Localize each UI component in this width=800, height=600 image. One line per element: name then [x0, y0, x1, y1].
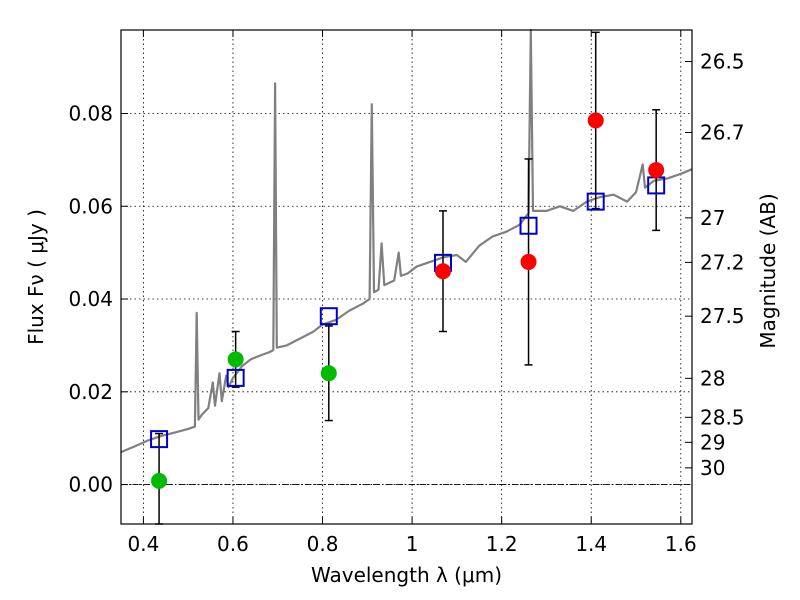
axis-ticks: 0.4 0.6 0.8 1 1.2 1.4 1.6 0.00 0.02 0.04 0.06 0.08 2… — [68, 30, 745, 556]
x-tick-label: 1 — [406, 532, 419, 556]
y-tick-label: 0.04 — [68, 287, 113, 311]
x-tick-label: 0.4 — [127, 532, 159, 556]
plot-frame — [120, 29, 693, 525]
x-tick-label: 1.4 — [575, 532, 607, 556]
y2-tick-label: 27.5 — [700, 304, 745, 328]
y-tick-label: 0.08 — [68, 101, 113, 125]
x-tick-label: 1.2 — [486, 532, 518, 556]
y-tick-label: 0.06 — [68, 194, 113, 218]
y-axis-label: Flux Fν ( μJy ) — [24, 209, 48, 345]
y2-tick-label: 29 — [700, 430, 725, 454]
error-bars — [155, 31, 661, 525]
x-axis-label: Wavelength λ (μm) — [311, 563, 502, 587]
model-photometry-square — [586, 192, 605, 211]
y2-tick-label: 27.2 — [700, 250, 745, 274]
model-spectrum — [120, 28, 693, 454]
near-ir-data-point — [434, 263, 451, 280]
y2-tick-label: 26.7 — [700, 121, 745, 145]
y2-tick-label: 27 — [700, 206, 725, 230]
y2-tick-label: 30 — [700, 456, 725, 480]
model-photometry-square — [319, 307, 338, 326]
model-photometry-square — [226, 368, 245, 387]
y2-tick-label: 28 — [700, 366, 725, 390]
y2-axis-label: Magnitude (AB) — [756, 193, 780, 348]
model-photometry-square — [150, 430, 169, 449]
near-ir-data-point — [648, 162, 665, 179]
near-ir-data-point — [520, 253, 537, 270]
y-tick-label: 0.00 — [68, 473, 113, 497]
data-markers — [150, 112, 666, 489]
y-tick-label: 0.02 — [68, 380, 113, 404]
model-spectrum-line — [120, 28, 693, 454]
y2-tick-label: 28.5 — [700, 405, 745, 429]
x-tick-label: 0.8 — [307, 532, 339, 556]
optical-data-point — [320, 365, 337, 382]
optical-data-point — [151, 472, 168, 489]
model-photometry-square — [519, 216, 538, 235]
x-tick-label: 0.6 — [217, 532, 249, 556]
gridlines — [121, 30, 692, 524]
near-ir-data-point — [587, 112, 604, 129]
y2-tick-label: 26.5 — [700, 50, 745, 74]
x-tick-label: 1.6 — [665, 532, 697, 556]
optical-data-point — [227, 351, 244, 368]
